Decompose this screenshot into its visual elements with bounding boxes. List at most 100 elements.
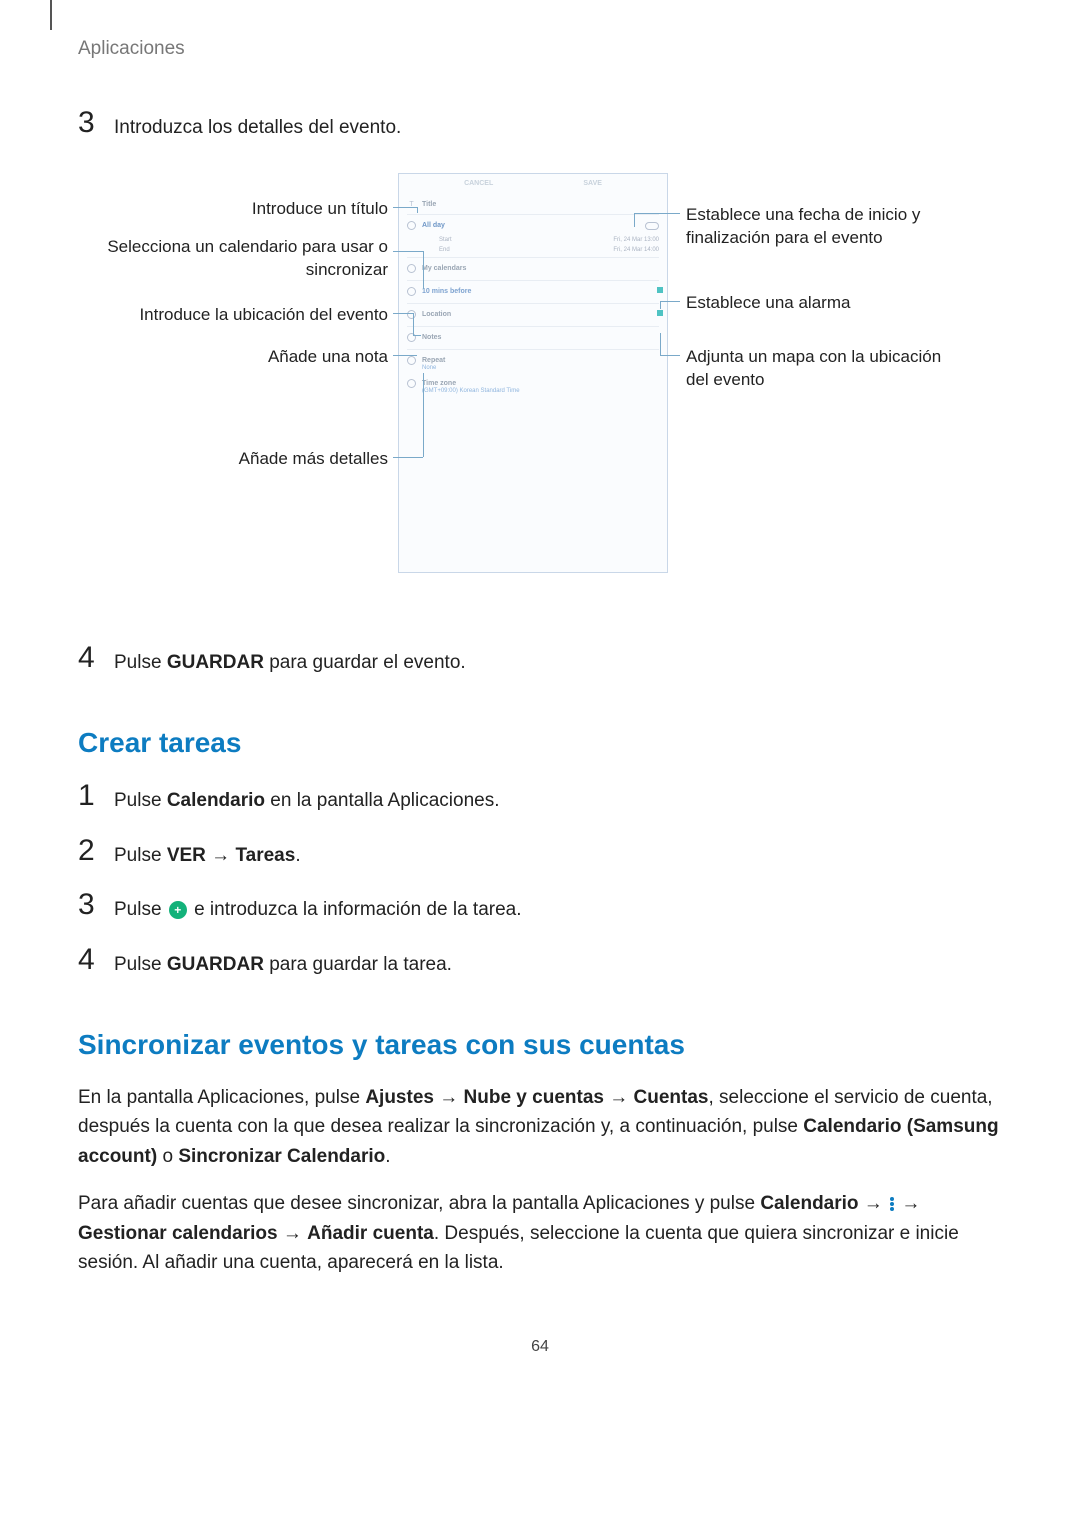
t: Añadir cuenta [307,1223,434,1244]
running-header: Aplicaciones [78,38,1002,60]
calendar-label: My calendars [422,265,466,272]
callout-note: Añade una nota [78,345,388,369]
notes-row: Notes [399,329,667,347]
t: Para añadir cuentas que desee sincroniza… [78,1193,760,1214]
callout-alarm: Establece una alarma [686,291,946,315]
tz-label: Time zone [422,380,456,387]
heading-crear-tareas: Crear tareas [78,727,1002,759]
callout-date: Establece una fecha de inicio y finaliza… [686,203,946,251]
line-map-v [660,333,661,355]
tarea-step-1: 1 Pulse Calendario en la pantalla Aplica… [78,781,1002,816]
sync-para-2: Para añadir cuentas que desee sincroniza… [78,1189,1002,1277]
notes-label: Notes [422,334,441,341]
more-menu-icon [890,1197,894,1211]
line-alarm-v [660,301,661,309]
line-map [660,355,680,356]
repeat-value: None [407,365,659,371]
callout-calendar: Selecciona un calendario para usar o sin… [78,235,388,283]
line-more-v [423,373,424,457]
allday-toggle [645,222,659,230]
alarm-label: 10 mins before [422,288,471,295]
line-alarm [660,301,680,302]
alarm-row: 10 mins before [399,283,667,301]
t: para guardar la tarea. [264,954,452,975]
event-editor-diagram: CANCEL SAVE T Title All day Start Fri, 2… [78,173,1002,603]
step-num: 3 [78,890,114,920]
t: → [859,1193,889,1214]
t: Tareas [235,845,295,866]
line-loc [393,313,413,314]
step-text: Pulse GUARDAR para guardar la tarea. [114,945,452,980]
t: Pulse [114,845,167,866]
t: o [157,1146,178,1167]
step-4a: 4 Pulse GUARDAR para guardar el evento. [78,643,1002,678]
allday-label: All day [422,222,445,229]
step-num: 1 [78,781,114,811]
tarea-step-4: 4 Pulse GUARDAR para guardar la tarea. [78,945,1002,980]
line-loc-v [413,313,414,335]
location-row: Location [399,306,667,324]
tz-value: (GMT+09:00) Korean Standard Time [407,388,659,394]
step-num: 4 [78,945,114,975]
t: → [434,1087,464,1108]
page-content: Aplicaciones 3 Introduzca los detalles d… [0,0,1080,1406]
step-text: Pulse GUARDAR para guardar el evento. [114,643,466,678]
step-num: 2 [78,836,114,866]
t: Cuentas [634,1087,709,1108]
step-text: Introduzca los detalles del evento. [114,108,401,143]
line-cal-v [423,251,424,289]
repeat-row: Repeat None [399,352,667,375]
callout-more: Añade más detalles [78,447,388,471]
allday-row: All day [399,217,667,235]
t: VER [167,845,206,866]
t: → [206,845,236,866]
step-text: Pulse VER → Tareas. [114,836,301,871]
tz-row: Time zone (GMT+09:00) Korean Standard Ti… [399,375,667,398]
t: en la pantalla Aplicaciones. [265,790,500,811]
step-text: Pulse Calendario en la pantalla Aplicaci… [114,781,500,816]
start-row: Start Fri, 24 Mar 13:00 [419,235,667,245]
line-note [393,355,417,356]
location-icon [407,310,416,319]
start-label: Start [439,237,452,243]
t: Pulse [114,652,167,673]
t: . [385,1146,390,1167]
t: . [295,845,300,866]
line-loc2 [413,335,421,336]
t: Gestionar calendarios [78,1223,278,1244]
step-3: 3 Introduzca los detalles del evento. [78,108,1002,143]
step-num: 4 [78,643,114,673]
alarm-tag [657,287,663,293]
t: → [896,1193,920,1214]
line-date-v [634,213,635,227]
step-text: Pulse + e introduzca la información de l… [114,890,522,925]
t: Pulse [114,954,167,975]
margin-rule [50,0,52,30]
map-tag [657,310,663,316]
step-num: 3 [78,108,114,138]
line-more [393,457,423,458]
line-date [634,213,680,214]
location-label: Location [422,311,451,318]
calendar-icon [407,264,416,273]
t: Sincronizar Calendario [178,1146,385,1167]
line-cal [393,251,423,252]
page-number: 64 [78,1338,1002,1356]
t: En la pantalla Aplicaciones, pulse [78,1087,365,1108]
t: → [604,1087,634,1108]
line-title [393,207,417,208]
t: Ajustes [365,1087,434,1108]
t: Pulse [114,899,167,920]
line-title-v [417,207,418,213]
callout-title: Introduce un título [78,197,388,221]
phone-mockup: CANCEL SAVE T Title All day Start Fri, 2… [398,173,668,573]
clock-icon [407,221,416,230]
callout-location: Introduce la ubicación del evento [78,303,388,327]
sync-para-1: En la pantalla Aplicaciones, pulse Ajust… [78,1083,1002,1171]
title-row: T Title [399,193,667,212]
cancel-label: CANCEL [464,180,493,187]
phone-topbar: CANCEL SAVE [399,174,667,193]
t: Nube y cuentas [464,1087,604,1108]
save-label: SAVE [583,180,602,187]
calendar-row: My calendars [399,260,667,278]
